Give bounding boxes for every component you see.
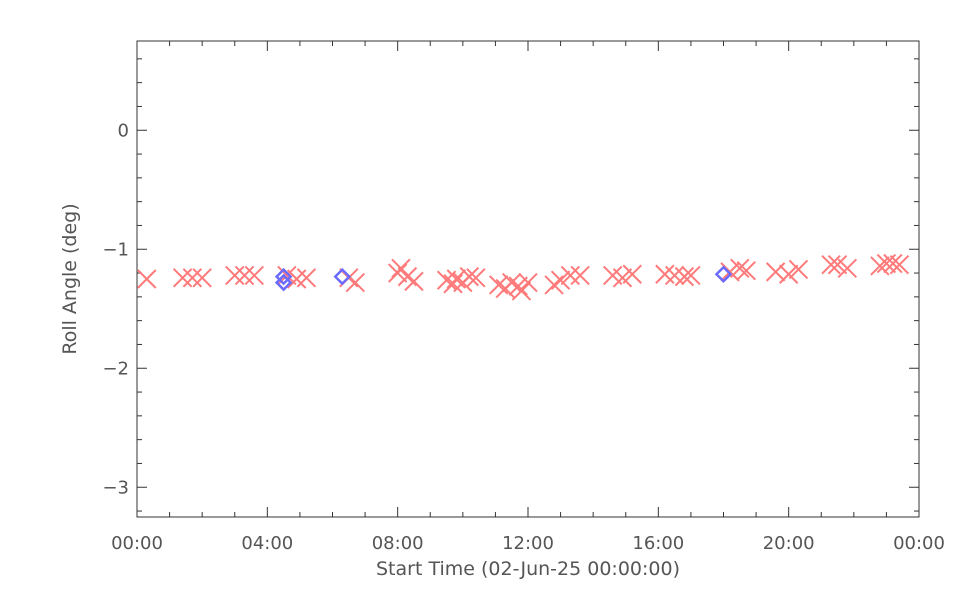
x-tick-label: 12:00 <box>502 533 554 554</box>
data-point-x <box>436 270 457 290</box>
data-point-x <box>172 268 193 288</box>
y-tick-label: −2 <box>102 358 129 379</box>
data-point-diamond <box>714 265 733 284</box>
data-point-x <box>788 259 809 280</box>
y-tick-label: −1 <box>102 239 129 260</box>
x-axis-title: Start Time (02-Jun-25 00:00:00) <box>376 558 680 580</box>
data-point-x <box>182 268 203 288</box>
data-point-x <box>244 265 265 286</box>
data-point-x <box>736 260 757 281</box>
data-point-x <box>443 274 463 294</box>
data-point-x <box>837 258 858 278</box>
x-tick-label: 00:00 <box>111 533 163 554</box>
x-tick-label: 08:00 <box>372 533 424 554</box>
y-tick-label: 0 <box>118 120 129 141</box>
data-point-x <box>550 270 571 290</box>
data-point-x <box>192 268 212 288</box>
data-point-x <box>502 272 522 293</box>
data-point-x <box>488 275 509 295</box>
data-point-x <box>404 271 424 292</box>
data-point-x <box>459 266 480 287</box>
data-point-x <box>296 268 317 288</box>
y-axis-title: Roll Angle (deg) <box>59 203 81 354</box>
x-tick-label: 20:00 <box>763 533 815 554</box>
data-point-x <box>674 266 695 287</box>
data-point-x <box>821 255 841 275</box>
data-point-x <box>664 265 685 286</box>
data-point-diamond <box>274 273 293 292</box>
data-point-x <box>225 265 245 286</box>
data-point-x <box>870 256 890 276</box>
data-point-x <box>234 265 255 286</box>
data-point-x <box>765 262 786 282</box>
data-point-x <box>137 269 157 289</box>
y-tick-label: −3 <box>102 477 129 498</box>
data-point-x <box>511 281 532 301</box>
data-point-x <box>883 253 903 274</box>
plot-frame <box>136 40 920 518</box>
data-point-x <box>560 265 581 286</box>
data-point-x <box>466 268 486 288</box>
x-tick-label: 16:00 <box>632 533 684 554</box>
data-point-x <box>681 265 701 286</box>
data-point-diamond <box>333 267 352 286</box>
data-point-x <box>730 258 750 278</box>
data-point-x <box>446 269 467 289</box>
data-point-x <box>622 264 642 284</box>
x-tick-label: 00:00 <box>893 533 945 554</box>
data-point-x <box>778 264 799 284</box>
data-point-x <box>518 272 538 293</box>
data-point-diamond <box>274 267 293 286</box>
data-point-x <box>570 265 590 286</box>
data-point-x <box>889 255 910 275</box>
x-tick-label: 04:00 <box>241 533 293 554</box>
data-point-x <box>655 264 675 284</box>
